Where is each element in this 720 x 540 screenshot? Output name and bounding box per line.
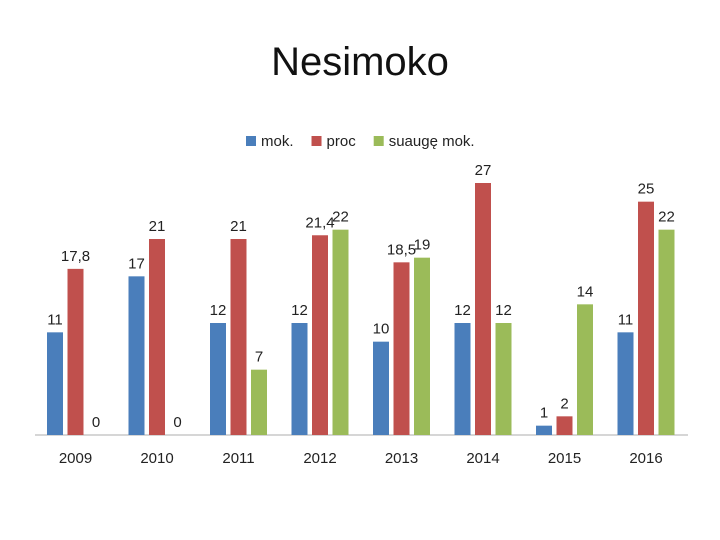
bar-mok--2010 bbox=[128, 276, 145, 435]
bar-mok--2015 bbox=[536, 425, 552, 435]
data-label: 12 bbox=[454, 302, 471, 319]
data-label: 14 bbox=[577, 283, 594, 300]
data-label: 12 bbox=[291, 302, 308, 319]
data-label: 21 bbox=[149, 218, 166, 235]
legend-label: suaugę mok. bbox=[389, 133, 475, 150]
bar-proc-2016 bbox=[638, 201, 654, 435]
bar-proc-2011 bbox=[230, 239, 247, 435]
bar-suaug-mok--2014 bbox=[495, 323, 512, 435]
x-tick-label: 2010 bbox=[140, 450, 173, 467]
legend-label: proc bbox=[327, 133, 357, 150]
legend-label: mok. bbox=[261, 133, 294, 150]
data-label: 10 bbox=[373, 321, 390, 338]
slide-title: Nesimoko bbox=[271, 40, 449, 84]
bar-suaug-mok--2013 bbox=[414, 257, 430, 435]
x-tick-label: 2013 bbox=[385, 450, 418, 467]
bar-proc-2014 bbox=[475, 183, 491, 435]
data-label: 18,5 bbox=[387, 241, 416, 258]
x-tick-label: 2014 bbox=[466, 450, 499, 467]
bar-proc-2010 bbox=[149, 239, 165, 435]
bars bbox=[47, 183, 675, 435]
data-label: 22 bbox=[332, 209, 349, 226]
x-tick-label: 2015 bbox=[548, 450, 581, 467]
data-label: 19 bbox=[414, 237, 431, 254]
data-label: 22 bbox=[658, 209, 675, 226]
bar-suaug-mok--2016 bbox=[658, 229, 675, 435]
x-tick-labels: 2009 2010 2011 2012 2013 2014 2015 2016 bbox=[59, 450, 663, 467]
bar-proc-2012 bbox=[312, 235, 328, 435]
data-label: 17,8 bbox=[61, 248, 90, 265]
bar-mok--2009 bbox=[47, 332, 63, 435]
data-label: 11 bbox=[618, 311, 634, 328]
bar-mok--2012 bbox=[291, 323, 308, 435]
data-label: 12 bbox=[210, 302, 227, 319]
bar-mok--2016 bbox=[617, 332, 634, 435]
data-label: 21 bbox=[230, 218, 247, 235]
data-label: 7 bbox=[255, 349, 263, 366]
x-tick-label: 2012 bbox=[303, 450, 336, 467]
data-label: 11 bbox=[47, 311, 63, 328]
bar-proc-2015 bbox=[556, 416, 573, 435]
data-label: 17 bbox=[128, 255, 145, 272]
x-tick-label: 2011 bbox=[222, 450, 254, 467]
bar-suaug-mok--2015 bbox=[577, 304, 593, 435]
data-label: 25 bbox=[638, 181, 655, 198]
data-labels: 1117,8017210122171221,4221018,5191227121… bbox=[47, 162, 675, 431]
x-tick-label: 2009 bbox=[59, 450, 92, 467]
data-label: 0 bbox=[173, 414, 181, 431]
legend-swatch bbox=[246, 136, 256, 146]
legend-swatch bbox=[311, 136, 322, 146]
legend-swatch bbox=[373, 136, 384, 146]
data-label: 27 bbox=[475, 162, 492, 179]
x-tick-label: 2016 bbox=[629, 450, 662, 467]
bar-mok--2014 bbox=[454, 323, 471, 435]
bar-suaug-mok--2011 bbox=[251, 369, 267, 435]
data-label: 1 bbox=[540, 405, 548, 422]
data-label: 21,4 bbox=[305, 214, 334, 231]
data-label: 12 bbox=[495, 302, 512, 319]
bar-mok--2013 bbox=[373, 341, 389, 435]
bar-suaug-mok--2012 bbox=[332, 229, 349, 435]
data-label: 0 bbox=[92, 414, 100, 431]
bar-proc-2009 bbox=[67, 268, 84, 435]
legend: mok. proc suaugę mok. bbox=[246, 133, 475, 150]
bar-mok--2011 bbox=[210, 323, 226, 435]
bar-proc-2013 bbox=[393, 262, 410, 435]
data-label: 2 bbox=[560, 395, 568, 412]
